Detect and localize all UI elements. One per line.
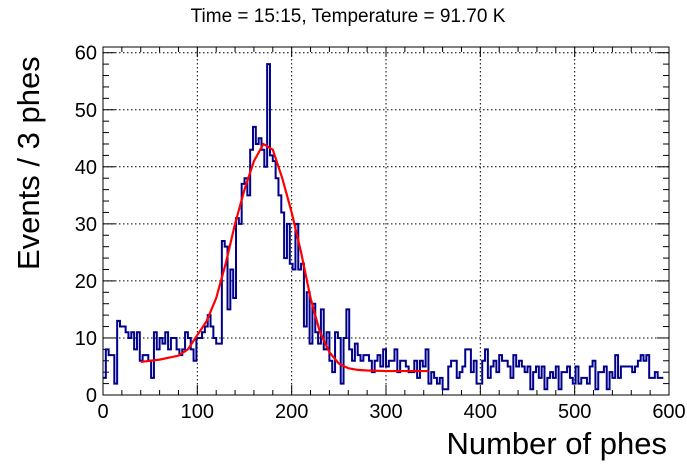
y-tick-label: 20 <box>75 271 97 293</box>
y-axis-label: Events / 3 phes <box>11 56 46 270</box>
y-tick-label: 60 <box>75 43 97 65</box>
x-axis-label: Number of phes <box>446 426 667 461</box>
y-tick-label: 10 <box>75 328 97 350</box>
x-tick-label: 600 <box>652 401 685 423</box>
x-tick-label: 0 <box>97 401 108 423</box>
x-tick-label: 200 <box>275 401 308 423</box>
histogram-series <box>103 63 664 391</box>
x-tick-label: 500 <box>558 401 591 423</box>
axis-ticks <box>102 47 670 396</box>
y-tick-label: 50 <box>75 100 97 122</box>
y-tick-labels: 0 10 20 30 40 50 60 <box>75 43 97 407</box>
plot-grid <box>103 47 669 395</box>
x-tick-label: 300 <box>369 401 402 423</box>
y-tick-label: 0 <box>86 385 97 407</box>
fit-curve <box>140 142 429 373</box>
y-tick-label: 30 <box>75 214 97 236</box>
x-tick-label: 400 <box>464 401 497 423</box>
chart-title: Time = 15:15, Temperature = 91.70 K <box>191 6 506 27</box>
x-tick-label: 100 <box>181 401 214 423</box>
x-tick-labels: 0 100 200 300 400 500 600 <box>97 401 685 423</box>
y-tick-label: 40 <box>75 157 97 179</box>
